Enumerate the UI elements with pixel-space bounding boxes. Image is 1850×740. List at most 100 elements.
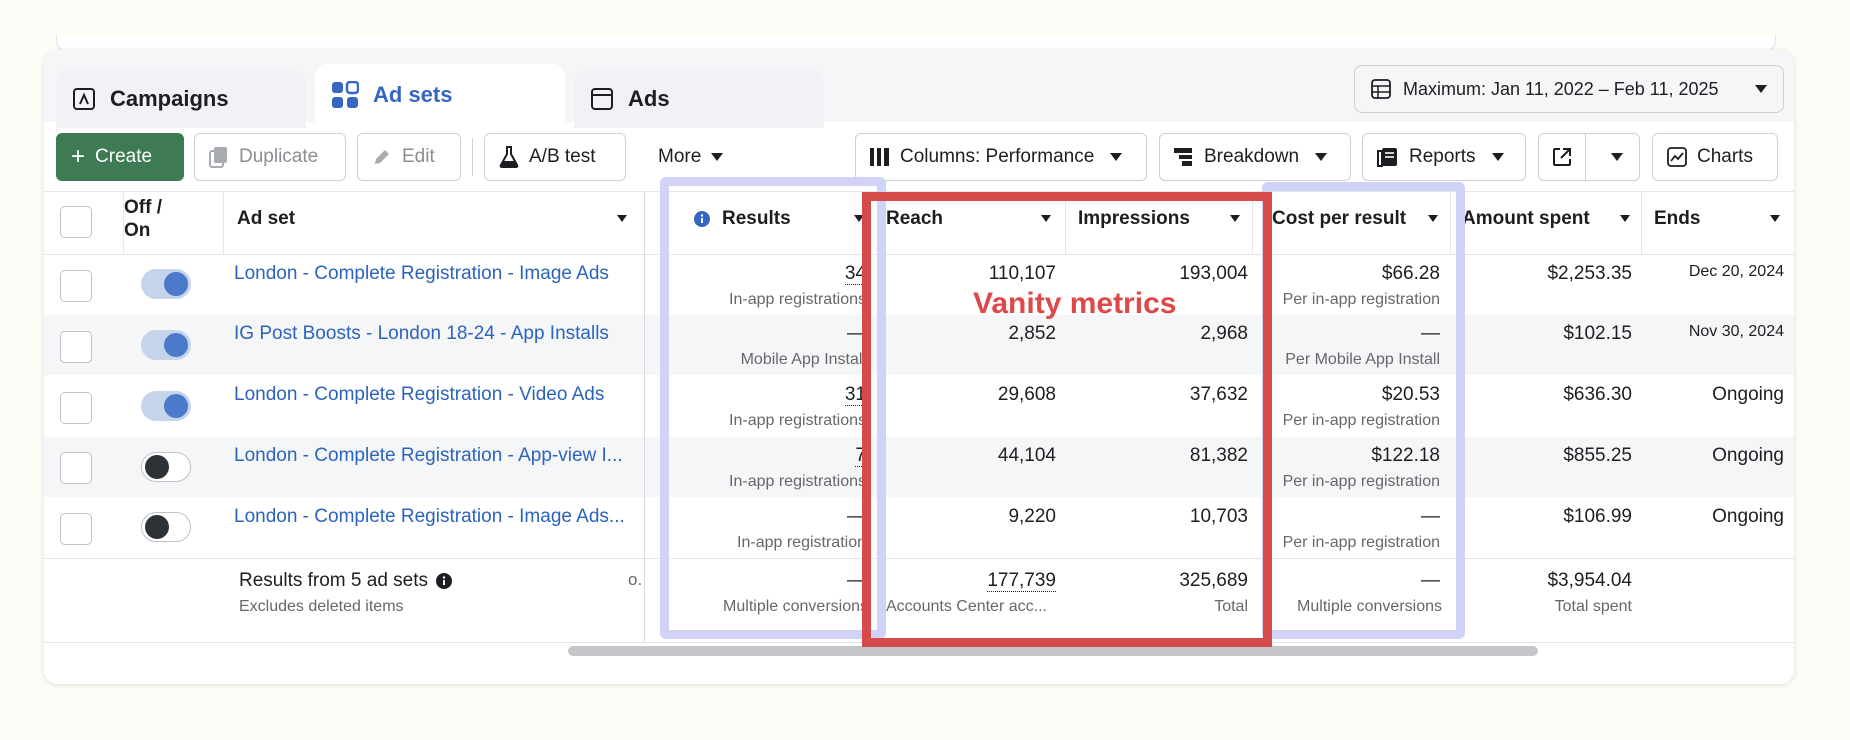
toggle-knob: [164, 272, 188, 296]
column-header-reach[interactable]: Reach: [886, 188, 1061, 250]
cost-per-result-value: —: [1421, 506, 1440, 527]
column-header-ad-set[interactable]: Ad set: [237, 188, 637, 250]
flask-icon: [499, 146, 519, 168]
impressions-value: 2,968: [1200, 323, 1248, 344]
results-subtext: In-app registrations: [729, 291, 866, 308]
window-icon: [591, 88, 613, 110]
summary-cost-per-result-subtext: Multiple conversions: [1297, 598, 1442, 615]
column-label: Cost per result: [1272, 208, 1407, 229]
line-chart-icon: [1667, 147, 1687, 167]
ad-set-name-link[interactable]: IG Post Boosts - London 18-24 - App Inst…: [234, 323, 609, 344]
sort-caret-icon: [1770, 215, 1780, 222]
column-header-impressions[interactable]: Impressions: [1078, 188, 1250, 250]
row-checkbox[interactable]: [60, 452, 92, 484]
column-label: Amount spent: [1462, 208, 1590, 229]
summary-title: Results from 5 ad sets: [239, 570, 453, 592]
header-bottom-border: [44, 254, 1794, 255]
truncated-cell: o.: [628, 570, 643, 589]
amount-spent-value: $2,253.35: [1547, 263, 1632, 284]
external-link-icon: [1552, 148, 1571, 166]
results-value: —: [847, 323, 866, 344]
tab-campaigns[interactable]: Campaigns: [56, 70, 306, 128]
row-toggle[interactable]: [141, 269, 191, 299]
chevron-down-icon: [711, 153, 724, 161]
ad-set-name-link[interactable]: London - Complete Registration - App-vie…: [234, 445, 623, 466]
results-number[interactable]: 34: [844, 263, 866, 285]
date-range-picker[interactable]: Maximum: Jan 11, 2022 – Feb 11, 2025: [1354, 65, 1784, 113]
column-label: Impressions: [1078, 208, 1190, 229]
edit-button[interactable]: Edit: [357, 133, 461, 181]
charts-label: Charts: [1697, 146, 1753, 167]
reach-value: 2,852: [1008, 323, 1056, 344]
breakdown-button[interactable]: Breakdown: [1159, 133, 1351, 181]
amount-spent-value: $102.15: [1563, 323, 1632, 344]
ad-set-name-link[interactable]: London - Complete Registration - Image A…: [234, 506, 625, 527]
summary-reach-number[interactable]: 177,739: [987, 570, 1056, 592]
results-value: —: [847, 506, 866, 527]
column-divider: [1065, 192, 1066, 255]
results-number[interactable]: 7: [855, 445, 866, 467]
columns-button[interactable]: Columns: Performance: [855, 133, 1147, 181]
summary-title-text: Results from 5 ad sets: [239, 570, 429, 591]
row-checkbox[interactable]: [60, 331, 92, 363]
row-checkbox[interactable]: [60, 513, 92, 545]
ab-test-button[interactable]: A/B test: [484, 133, 626, 181]
row-toggle[interactable]: [141, 452, 191, 482]
ends-value: Ongoing: [1712, 506, 1784, 527]
vanity-metrics-highlight-box: [862, 192, 1272, 647]
duplicate-label: Duplicate: [239, 146, 319, 167]
table-row: [44, 315, 1794, 375]
column-header-amount-spent[interactable]: Amount spent: [1462, 188, 1640, 250]
column-header-toggle[interactable]: Off / On: [124, 188, 220, 250]
select-all-checkbox[interactable]: [60, 206, 92, 238]
pencil-icon: [375, 150, 389, 164]
row-toggle[interactable]: [141, 512, 191, 542]
reach-value: 29,608: [997, 384, 1056, 405]
row-checkbox[interactable]: [60, 270, 92, 302]
column-header-ends[interactable]: Ends: [1654, 188, 1790, 250]
export-button[interactable]: [1539, 134, 1586, 180]
summary-impressions-subtext: Total: [1214, 598, 1248, 615]
summary-top-border: [44, 558, 1794, 559]
tab-ad-sets[interactable]: Ad sets: [315, 64, 565, 126]
info-icon[interactable]: [436, 573, 453, 589]
reports-icon: [1377, 148, 1397, 167]
chevron-down-icon: [1611, 153, 1624, 161]
export-dropdown[interactable]: [1596, 134, 1639, 180]
more-button[interactable]: More: [644, 133, 744, 181]
row-checkbox[interactable]: [60, 392, 92, 424]
sort-caret-icon: [854, 215, 864, 222]
cost-per-result-value: —: [1421, 323, 1440, 344]
cost-per-result-subtext: Per in-app registration: [1282, 412, 1440, 429]
row-toggle[interactable]: [141, 391, 191, 421]
reports-button[interactable]: Reports: [1362, 133, 1526, 181]
column-header-results[interactable]: Results: [694, 188, 874, 250]
cost-per-result-subtext: Per in-app registration: [1282, 473, 1440, 490]
table-row: [44, 437, 1794, 497]
sort-caret-icon: [1041, 215, 1051, 222]
column-label: Ad set: [237, 208, 296, 229]
ads-manager-panel: Campaigns Ad sets Ads Maximum: Jan 11, 2…: [44, 50, 1794, 684]
info-icon: [694, 211, 710, 227]
row-toggle[interactable]: [141, 330, 191, 360]
charts-button[interactable]: Charts: [1652, 133, 1778, 181]
frozen-column-divider: [644, 192, 645, 642]
calendar-table-icon: [1371, 79, 1391, 99]
summary-amount-spent-value: $3,954.04: [1547, 570, 1632, 591]
column-header-cost-per-result[interactable]: Cost per result: [1272, 188, 1448, 250]
create-button[interactable]: + Create: [56, 133, 184, 181]
summary-impressions-value: 325,689: [1179, 570, 1248, 591]
duplicate-button[interactable]: Duplicate: [194, 133, 346, 181]
results-subtext: In-app registration: [737, 534, 866, 551]
export-split-button[interactable]: [1538, 133, 1640, 181]
ad-set-name-link[interactable]: London - Complete Registration - Video A…: [234, 384, 605, 405]
columns-label: Columns: Performance: [900, 146, 1095, 167]
ad-set-name-link[interactable]: London - Complete Registration - Image A…: [234, 263, 609, 284]
ends-value: Ongoing: [1712, 384, 1784, 405]
cost-per-result-subtext: Per Mobile App Install: [1285, 351, 1440, 368]
horizontal-scrollbar[interactable]: [568, 646, 1538, 656]
results-number[interactable]: 31: [844, 384, 866, 406]
tab-ads[interactable]: Ads: [574, 70, 824, 128]
chevron-down-icon: [1110, 153, 1123, 161]
cost-per-result-subtext: Per in-app registration: [1282, 534, 1440, 551]
